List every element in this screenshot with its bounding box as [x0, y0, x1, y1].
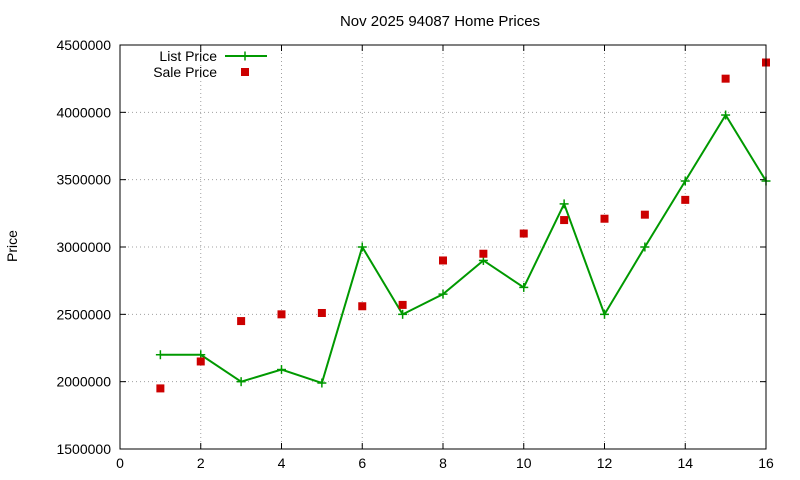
- legend-label: Sale Price: [153, 64, 217, 80]
- x-tick-label: 10: [516, 455, 532, 471]
- list-price-point: [559, 199, 569, 209]
- list-price-point: [640, 242, 650, 252]
- sale-price-point: [519, 229, 528, 238]
- y-tick-label: 2500000: [56, 306, 111, 322]
- legend-label: List Price: [159, 48, 217, 64]
- list-price-point: [721, 110, 731, 120]
- x-tick-label: 2: [197, 455, 205, 471]
- sale-price-point: [600, 214, 609, 223]
- list-price-point: [398, 309, 408, 319]
- sale-price-point: [196, 357, 205, 366]
- sale-price-point: [721, 74, 730, 83]
- x-tick-label: 16: [758, 455, 774, 471]
- series-layer: [155, 58, 771, 393]
- y-tick-label: 1500000: [56, 441, 111, 457]
- sale-price-point: [479, 249, 488, 258]
- y-tick-label: 3500000: [56, 172, 111, 188]
- sale-price-point: [560, 216, 569, 225]
- y-tick-label: 4000000: [56, 104, 111, 120]
- list-price-point: [317, 378, 327, 388]
- x-tick-label: 6: [358, 455, 366, 471]
- sale-price-point: [237, 317, 246, 326]
- x-tick-label: 0: [116, 455, 124, 471]
- axis-ticks: 0 2 4 6 8 10 12 14 16 1500000 2000000 2500000 300000…: [56, 37, 774, 471]
- y-axis-label: Price: [4, 230, 20, 262]
- x-tick-label: 12: [597, 455, 613, 471]
- x-tick-label: 4: [278, 455, 286, 471]
- sale-price-point: [640, 210, 649, 219]
- sale-price-point: [358, 302, 367, 311]
- sale-price-point: [156, 384, 165, 393]
- list-price-point: [357, 242, 367, 252]
- legend-plus-marker: [240, 51, 250, 61]
- sale-price-point: [317, 308, 326, 317]
- sale-price-point: [277, 310, 286, 319]
- list-price-point: [680, 176, 690, 186]
- list-price-point: [236, 377, 246, 387]
- sale-price-point: [398, 300, 407, 309]
- list-price-point: [600, 309, 609, 319]
- list-price-line: [160, 113, 767, 385]
- y-tick-label: 4500000: [56, 37, 111, 53]
- sale-price-point: [681, 195, 690, 204]
- x-tick-label: 8: [439, 455, 447, 471]
- chart-title: Nov 2025 94087 Home Prices: [340, 13, 540, 30]
- list-price-point: [438, 289, 448, 299]
- grid: [120, 45, 766, 449]
- y-tick-label: 2000000: [56, 374, 111, 390]
- list-price-point: [519, 282, 529, 292]
- sale-price-point: [439, 256, 447, 265]
- x-tick-label: 14: [677, 455, 693, 471]
- list-price-point: [277, 365, 286, 375]
- list-price-point: [155, 350, 165, 360]
- plot-frame: [119, 44, 767, 450]
- legend-square-marker: [241, 68, 249, 76]
- y-tick-label: 3000000: [56, 239, 111, 255]
